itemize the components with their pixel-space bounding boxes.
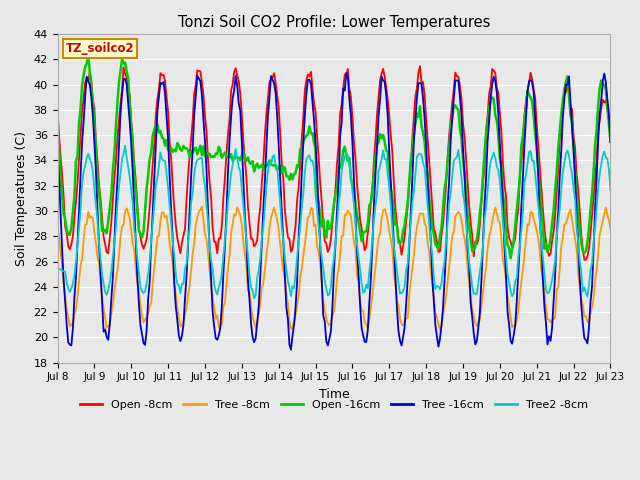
Text: TZ_soilco2: TZ_soilco2 [66, 42, 134, 55]
X-axis label: Time: Time [319, 388, 349, 401]
Legend: Open -8cm, Tree -8cm, Open -16cm, Tree -16cm, Tree2 -8cm: Open -8cm, Tree -8cm, Open -16cm, Tree -… [76, 396, 593, 415]
Y-axis label: Soil Temperatures (C): Soil Temperatures (C) [15, 131, 28, 266]
Title: Tonzi Soil CO2 Profile: Lower Temperatures: Tonzi Soil CO2 Profile: Lower Temperatur… [178, 15, 490, 30]
